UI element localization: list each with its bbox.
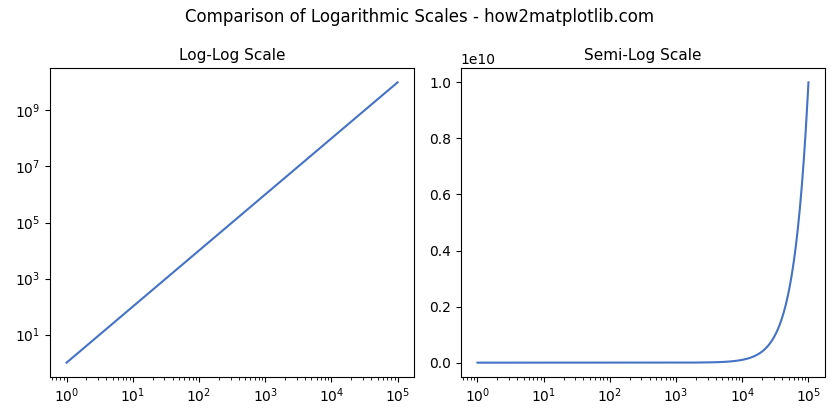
Text: Comparison of Logarithmic Scales - how2matplotlib.com: Comparison of Logarithmic Scales - how2m… bbox=[186, 8, 654, 26]
Title: Log-Log Scale: Log-Log Scale bbox=[179, 48, 286, 63]
Title: Semi-Log Scale: Semi-Log Scale bbox=[584, 48, 701, 63]
